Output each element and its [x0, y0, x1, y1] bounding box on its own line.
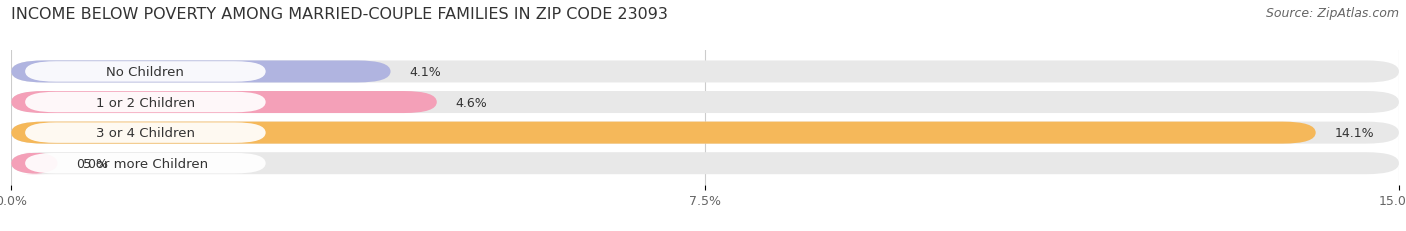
FancyBboxPatch shape — [25, 62, 266, 82]
FancyBboxPatch shape — [25, 92, 266, 113]
FancyBboxPatch shape — [11, 61, 391, 83]
Text: 1 or 2 Children: 1 or 2 Children — [96, 96, 195, 109]
Text: No Children: No Children — [107, 66, 184, 79]
FancyBboxPatch shape — [11, 122, 1316, 144]
FancyBboxPatch shape — [11, 92, 437, 114]
Text: 5 or more Children: 5 or more Children — [83, 157, 208, 170]
Text: 4.1%: 4.1% — [409, 66, 441, 79]
Text: INCOME BELOW POVERTY AMONG MARRIED-COUPLE FAMILIES IN ZIP CODE 23093: INCOME BELOW POVERTY AMONG MARRIED-COUPL… — [11, 7, 668, 22]
FancyBboxPatch shape — [11, 122, 1399, 144]
Text: 14.1%: 14.1% — [1334, 127, 1374, 140]
FancyBboxPatch shape — [11, 92, 1399, 114]
FancyBboxPatch shape — [11, 152, 58, 174]
Text: 3 or 4 Children: 3 or 4 Children — [96, 127, 195, 140]
Text: 0.0%: 0.0% — [76, 157, 108, 170]
FancyBboxPatch shape — [11, 61, 1399, 83]
FancyBboxPatch shape — [25, 153, 266, 174]
FancyBboxPatch shape — [11, 152, 1399, 174]
FancyBboxPatch shape — [25, 123, 266, 143]
Text: 4.6%: 4.6% — [456, 96, 486, 109]
Text: Source: ZipAtlas.com: Source: ZipAtlas.com — [1265, 7, 1399, 20]
